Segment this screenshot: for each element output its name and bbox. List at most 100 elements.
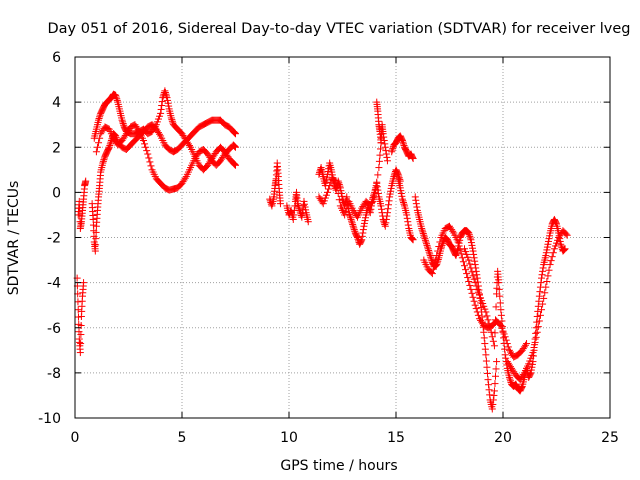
data-point: [403, 211, 411, 219]
data-point: [547, 257, 555, 265]
data-point: [77, 340, 85, 348]
data-point: [531, 338, 539, 346]
data-point: [376, 151, 384, 159]
data-point: [467, 285, 475, 293]
data-point: [548, 253, 556, 261]
data-point: [484, 376, 492, 384]
data-point: [141, 140, 149, 148]
data-point: [482, 308, 490, 316]
data-point: [483, 312, 491, 320]
data-point: [545, 266, 553, 274]
data-point: [471, 279, 479, 287]
data-point: [147, 162, 155, 170]
data-point: [557, 242, 565, 250]
data-point: [418, 226, 426, 234]
data-point: [383, 209, 391, 217]
data-point: [143, 147, 151, 155]
data-point: [498, 323, 506, 331]
data-point: [468, 268, 476, 276]
data-point: [112, 91, 120, 99]
data-point: [424, 245, 432, 253]
data-point: [425, 248, 433, 256]
data-point: [486, 391, 494, 399]
data-point: [490, 387, 498, 395]
data-point: [534, 302, 542, 310]
y-tick-label: -2: [47, 231, 61, 247]
data-point: [472, 267, 480, 275]
data-point: [372, 186, 380, 194]
data-point: [385, 197, 393, 205]
data-point: [455, 242, 463, 250]
data-point: [485, 381, 493, 389]
data-point: [151, 122, 159, 130]
data-point: [536, 288, 544, 296]
data-point: [157, 105, 165, 113]
chart-title: Day 051 of 2016, Sidereal Day-to-day VTE…: [48, 21, 631, 37]
data-point: [377, 139, 385, 147]
data-point: [95, 114, 103, 122]
x-tick-label: 0: [71, 430, 80, 446]
data-point: [502, 354, 510, 362]
data-point: [232, 130, 239, 138]
data-point: [426, 252, 434, 260]
data-point: [559, 246, 567, 254]
data-point: [92, 241, 100, 249]
data-point: [501, 333, 509, 341]
data-point: [346, 212, 354, 220]
data-points: [73, 87, 571, 413]
data-point: [561, 245, 569, 253]
data-point: [549, 249, 557, 257]
data-point: [230, 160, 238, 168]
data-point: [469, 247, 477, 255]
data-point: [539, 267, 547, 275]
data-point: [112, 93, 120, 101]
data-point: [485, 386, 493, 394]
data-point: [389, 144, 397, 152]
data-point: [526, 370, 534, 378]
data-point: [382, 215, 390, 223]
data-point: [495, 285, 503, 293]
x-axis-label: GPS time / hours: [280, 458, 397, 474]
data-point: [295, 205, 303, 213]
data-point: [298, 209, 306, 217]
data-point: [473, 308, 481, 316]
data-point: [433, 252, 441, 260]
data-point: [518, 384, 526, 392]
data-point: [463, 270, 471, 278]
data-point: [538, 271, 546, 279]
data-point: [377, 202, 385, 210]
data-point: [96, 113, 104, 121]
data-point: [465, 231, 473, 239]
data-point: [480, 334, 488, 342]
data-point: [385, 201, 393, 209]
data-point: [460, 262, 468, 270]
data-point: [142, 143, 150, 151]
data-point: [399, 199, 407, 207]
data-point: [82, 177, 90, 185]
data-point: [519, 371, 527, 379]
data-point: [557, 240, 565, 248]
data-point: [471, 261, 479, 269]
data-point: [231, 129, 239, 137]
data-point: [423, 241, 431, 249]
data-point: [76, 349, 84, 357]
data-point: [552, 219, 560, 227]
data-point: [348, 219, 356, 227]
data-point: [488, 333, 496, 341]
y-tick-label: 0: [52, 185, 61, 201]
data-point: [349, 221, 357, 229]
data-point: [529, 349, 537, 357]
data-point: [480, 328, 488, 336]
x-tick-label: 25: [601, 430, 619, 446]
data-point: [419, 230, 427, 238]
data-point: [398, 136, 406, 144]
data-point: [383, 212, 391, 220]
data-point: [421, 235, 429, 243]
data-point: [106, 142, 114, 150]
data-point: [467, 264, 475, 272]
data-point: [168, 117, 176, 125]
y-tick-label: -6: [47, 321, 61, 337]
data-point: [489, 396, 497, 404]
data-point: [399, 140, 407, 148]
data-point: [146, 158, 154, 166]
